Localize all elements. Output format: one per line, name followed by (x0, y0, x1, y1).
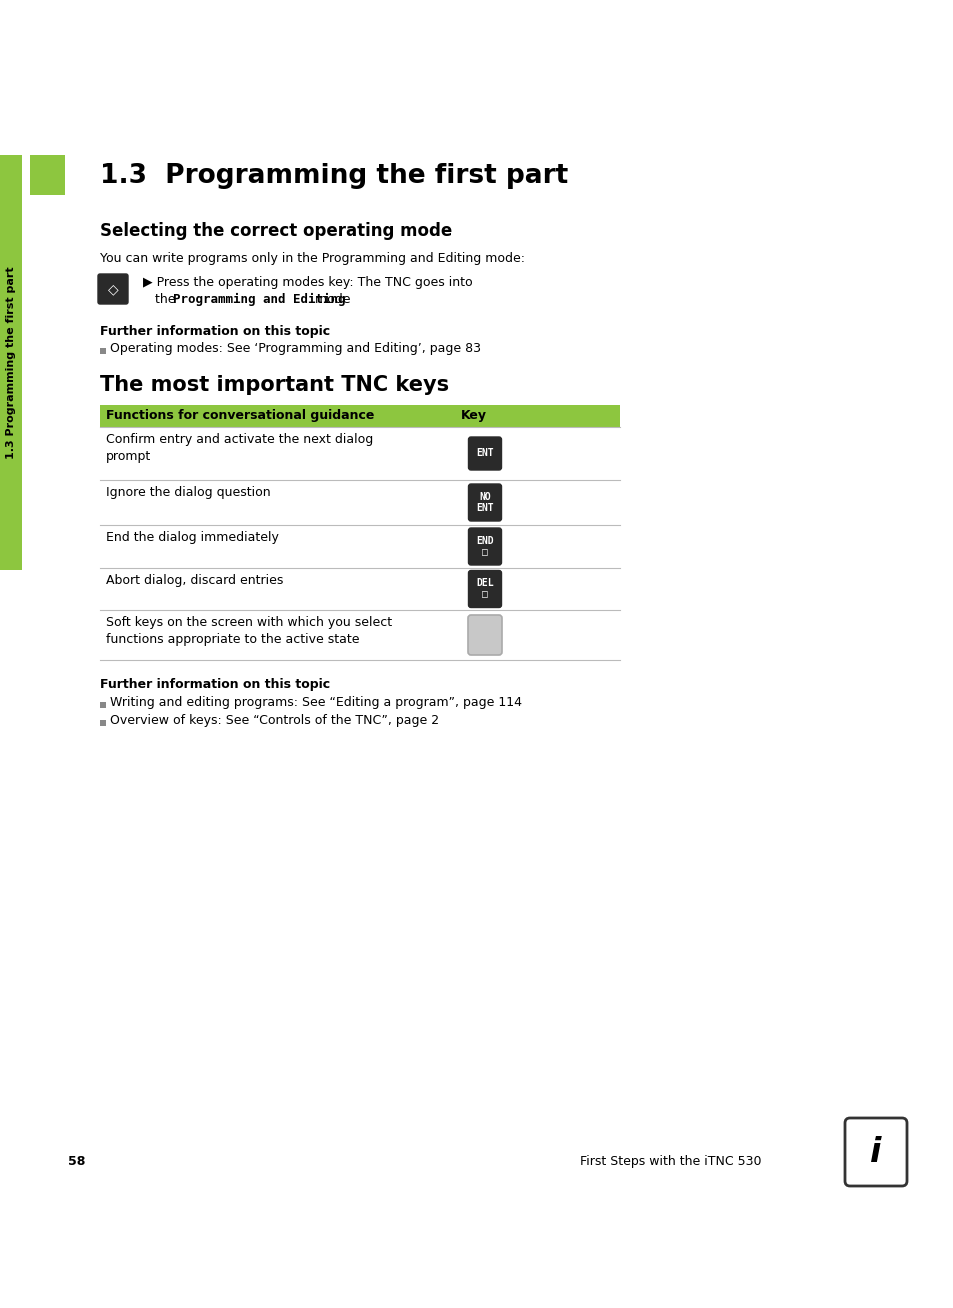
Text: First Steps with the iTNC 530: First Steps with the iTNC 530 (579, 1155, 760, 1168)
FancyBboxPatch shape (844, 1118, 906, 1186)
Bar (100, 348, 106, 354)
Text: Further information on this topic: Further information on this topic (100, 324, 330, 337)
Text: the: the (154, 293, 179, 306)
FancyBboxPatch shape (468, 484, 501, 521)
Text: Confirm entry and activate the next dialog
prompt: Confirm entry and activate the next dial… (106, 433, 373, 463)
Text: Overview of keys: See “Controls of the TNC”, page 2: Overview of keys: See “Controls of the T… (110, 714, 438, 727)
Text: NO
ENT: NO ENT (476, 492, 494, 513)
Text: Selecting the correct operating mode: Selecting the correct operating mode (100, 222, 452, 239)
Text: 1.3 Programming the first part: 1.3 Programming the first part (6, 267, 16, 459)
Bar (30, 156, 65, 195)
Text: Further information on this topic: Further information on this topic (100, 678, 330, 691)
Text: 58: 58 (68, 1155, 85, 1168)
Text: Abort dialog, discard entries: Abort dialog, discard entries (106, 574, 283, 587)
Text: Functions for conversational guidance: Functions for conversational guidance (106, 409, 374, 422)
Text: END
□: END □ (476, 536, 494, 557)
Bar (100, 405, 619, 426)
Text: You can write programs only in the Programming and Editing mode:: You can write programs only in the Progr… (100, 252, 524, 266)
Text: Writing and editing programs: See “Editing a program”, page 114: Writing and editing programs: See “Editi… (110, 696, 521, 709)
Text: mode: mode (311, 293, 350, 306)
Bar (100, 702, 106, 708)
FancyBboxPatch shape (468, 570, 501, 607)
Text: Key: Key (460, 409, 486, 422)
Text: End the dialog immediately: End the dialog immediately (106, 531, 278, 544)
Bar (100, 719, 106, 726)
FancyBboxPatch shape (468, 437, 501, 470)
FancyBboxPatch shape (98, 273, 128, 303)
Text: i: i (869, 1135, 881, 1168)
FancyBboxPatch shape (468, 615, 501, 655)
Text: Ignore the dialog question: Ignore the dialog question (106, 487, 271, 498)
Text: Programming and Editing: Programming and Editing (172, 293, 345, 306)
Text: DEL
□: DEL □ (476, 578, 494, 600)
Text: ENT: ENT (476, 449, 494, 459)
Text: Soft keys on the screen with which you select
functions appropriate to the activ: Soft keys on the screen with which you s… (106, 616, 392, 646)
FancyBboxPatch shape (468, 528, 501, 565)
Bar (0, 156, 22, 570)
Text: The most important TNC keys: The most important TNC keys (100, 375, 449, 395)
Text: ▶ Press the operating modes key: The TNC goes into: ▶ Press the operating modes key: The TNC… (143, 276, 472, 289)
Text: ◇: ◇ (108, 283, 118, 296)
Text: Operating modes: See ‘Programming and Editing’, page 83: Operating modes: See ‘Programming and Ed… (110, 341, 480, 354)
Text: 1.3  Programming the first part: 1.3 Programming the first part (100, 164, 568, 188)
